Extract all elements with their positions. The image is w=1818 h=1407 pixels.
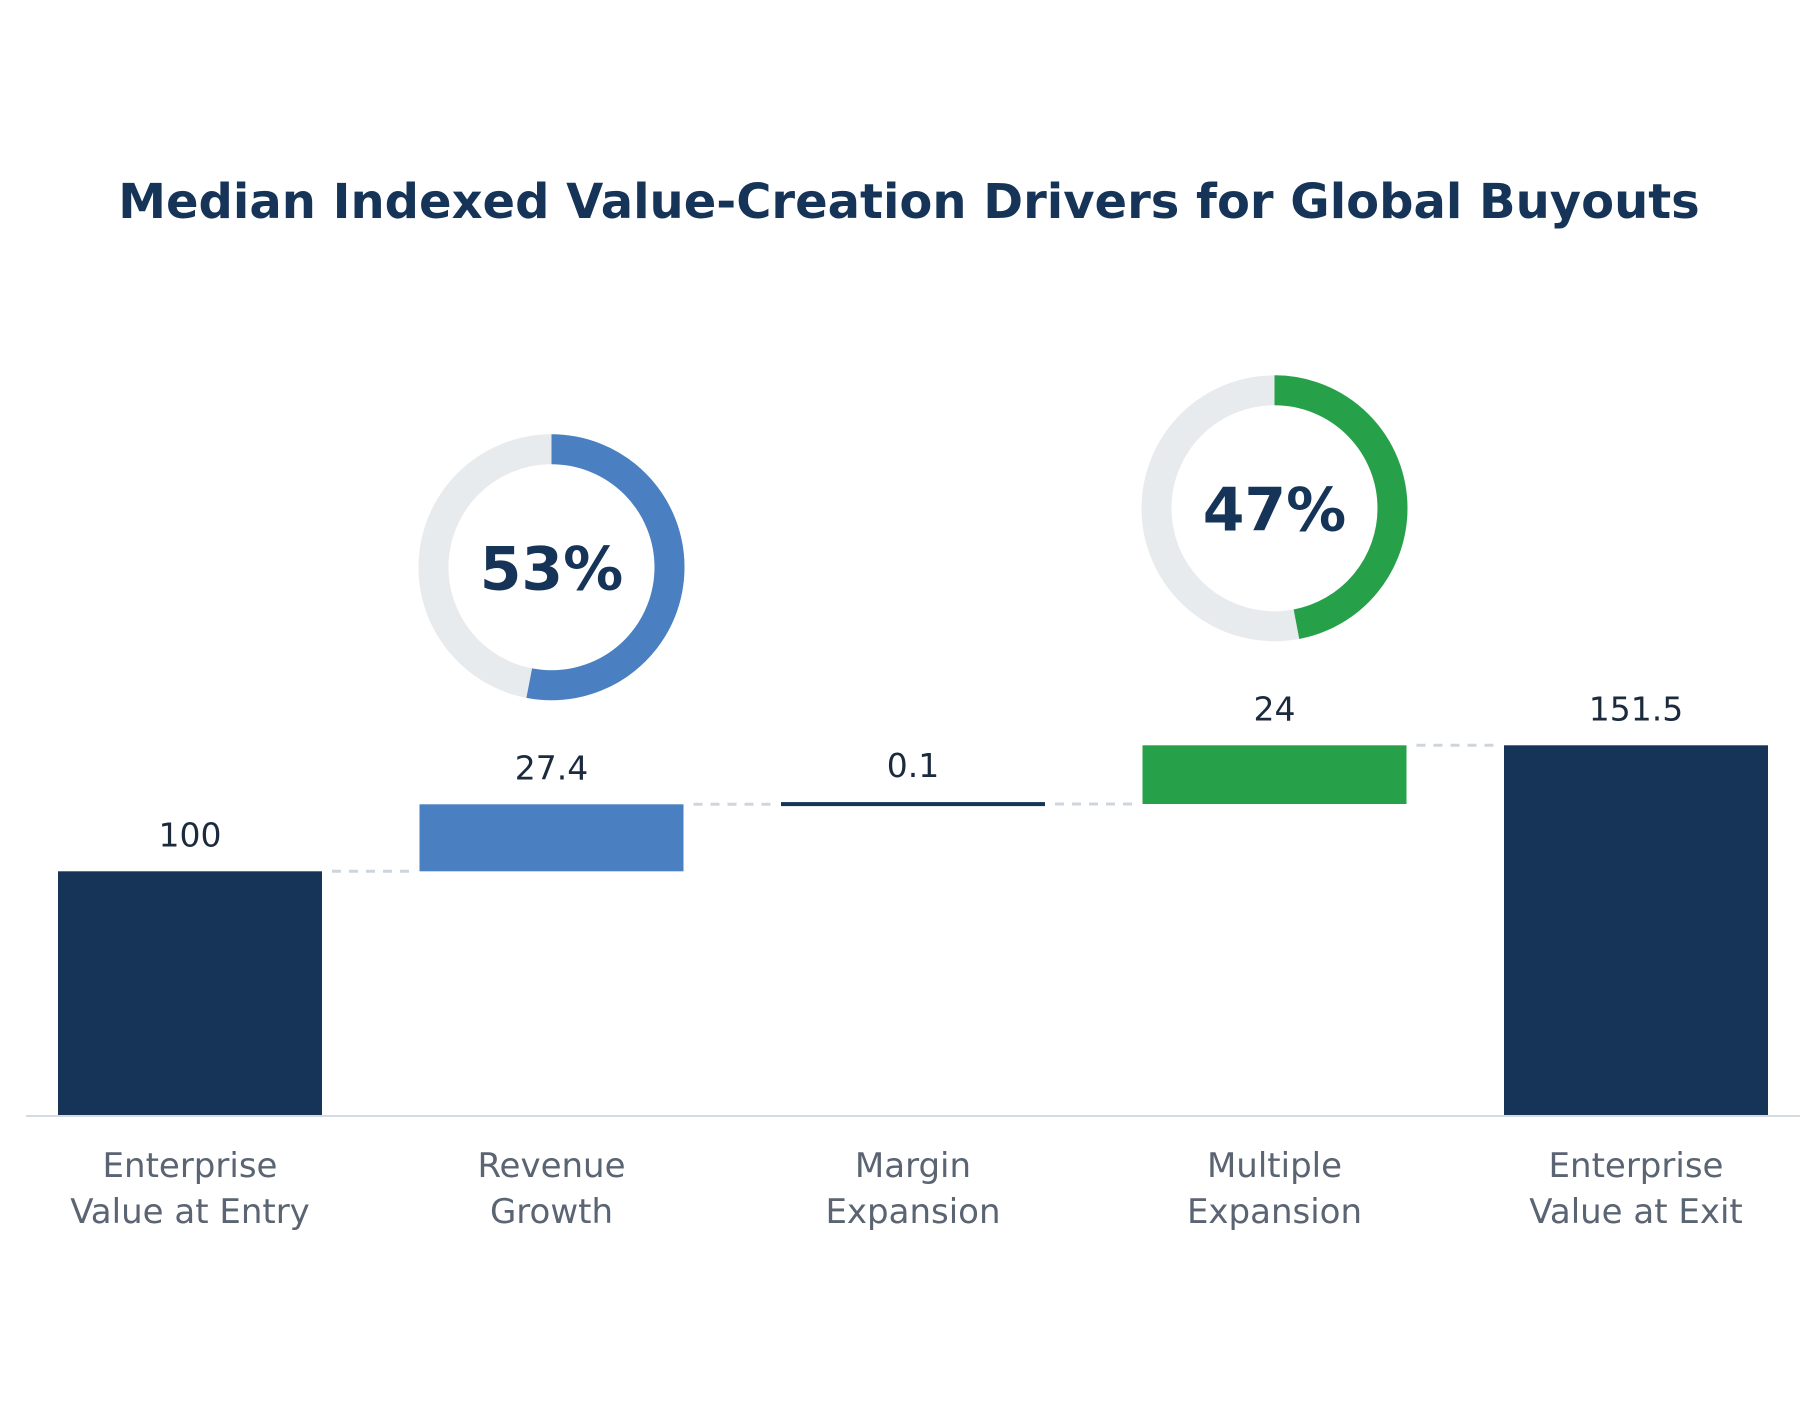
value-label-revenue-growth: 27.4	[515, 748, 588, 787]
donut-arc	[1141, 375, 1408, 642]
donut-label: 53%	[480, 534, 624, 604]
category-label-line: Expansion	[1187, 1192, 1362, 1232]
category-label-line: Enterprise	[1549, 1146, 1724, 1186]
donut-layer: 53% 47%	[418, 375, 1408, 701]
bar-layer	[58, 745, 1768, 1116]
donut-47-percent: 47%	[1141, 375, 1408, 642]
category-label-margin-expansion: Margin Expansion	[825, 1146, 1000, 1232]
bar-enterprise-value-at-entry	[58, 871, 322, 1116]
value-label-enterprise-value-at-exit: 151.5	[1589, 689, 1683, 728]
category-label-multiple-expansion: Multiple Expansion	[1187, 1146, 1362, 1232]
category-label-line: Growth	[490, 1192, 613, 1232]
category-label-line: Margin	[855, 1146, 971, 1186]
category-label-enterprise-value-at-exit: Enterprise Value at Exit	[1529, 1146, 1743, 1232]
category-label-line: Expansion	[825, 1192, 1000, 1232]
category-label-revenue-growth: Revenue Growth	[477, 1146, 625, 1232]
connector-layer	[332, 743, 1494, 873]
chart-title: Median Indexed Value-Creation Drivers fo…	[118, 174, 1700, 230]
value-label-multiple-expansion: 24	[1254, 689, 1296, 728]
label-layer: 100 Enterprise Value at Entry 27.4 Revenue Gr…	[70, 689, 1743, 1232]
category-label-line: Value at Entry	[70, 1192, 310, 1232]
value-label-margin-expansion: 0.1	[887, 746, 939, 785]
category-label-enterprise-value-at-entry: Enterprise Value at Entry	[70, 1146, 310, 1232]
bar-enterprise-value-at-exit	[1504, 745, 1768, 1116]
bar-revenue-growth	[419, 804, 684, 872]
donut-53-percent: 53%	[418, 434, 685, 701]
value-label-enterprise-value-at-entry: 100	[159, 815, 222, 854]
category-label-line: Multiple	[1207, 1146, 1342, 1186]
bar-margin-expansion	[781, 802, 1045, 807]
category-label-line: Enterprise	[103, 1146, 278, 1186]
category-label-line: Revenue	[477, 1146, 625, 1186]
donut-arc	[418, 434, 685, 701]
donut-label: 47%	[1203, 475, 1347, 545]
category-label-line: Value at Exit	[1529, 1192, 1743, 1232]
bar-multiple-expansion	[1142, 745, 1407, 804]
